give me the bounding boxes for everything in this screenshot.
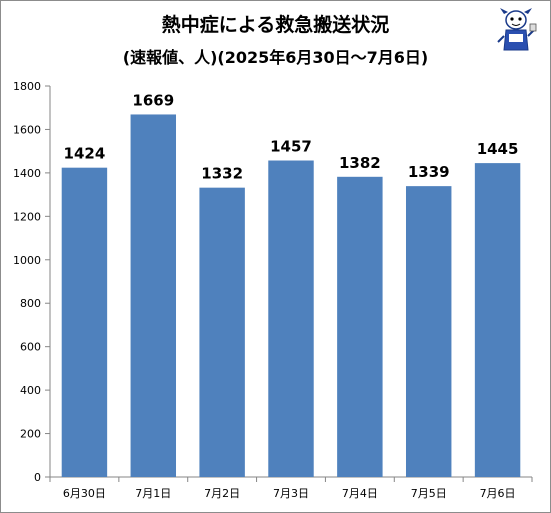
bar bbox=[268, 160, 314, 478]
y-tick-label: 1600 bbox=[13, 123, 41, 136]
x-tick-label: 7月4日 bbox=[342, 487, 378, 500]
data-label: 1339 bbox=[408, 163, 450, 181]
chart-subtitle: (速報値、人)(2025年6月30日〜7月6日) bbox=[122, 48, 429, 67]
y-tick-label: 1400 bbox=[13, 167, 41, 180]
y-tick-label: 1200 bbox=[13, 210, 41, 223]
bar bbox=[474, 163, 521, 477]
x-tick-label: 7月6日 bbox=[480, 487, 516, 500]
x-tick-label: 6月30日 bbox=[63, 487, 106, 500]
data-label: 1382 bbox=[339, 154, 381, 172]
y-tick-label: 200 bbox=[20, 428, 41, 441]
data-label: 1669 bbox=[132, 91, 174, 109]
x-tick-label: 7月5日 bbox=[411, 487, 447, 500]
bar bbox=[405, 186, 452, 477]
bar bbox=[130, 114, 177, 477]
y-tick-label: 1800 bbox=[13, 80, 41, 93]
data-label: 1445 bbox=[477, 140, 519, 158]
x-tick-label: 7月2日 bbox=[204, 487, 240, 500]
x-tick-label: 7月3日 bbox=[273, 487, 309, 500]
data-label: 1332 bbox=[201, 165, 243, 183]
data-label: 1424 bbox=[64, 145, 106, 163]
data-label: 1457 bbox=[270, 138, 312, 156]
bar bbox=[61, 167, 108, 478]
bar bbox=[199, 187, 245, 477]
axes: 0 200 400 600 800 1000 1200 1400 1600 1800 bbox=[13, 80, 533, 484]
y-tick-label: 800 bbox=[20, 297, 41, 310]
y-tick-label: 1000 bbox=[13, 254, 41, 267]
mascot-logo-icon bbox=[497, 8, 537, 51]
y-tick-label: 600 bbox=[20, 341, 41, 354]
labels: 1424 6月30日 1669 7月1日 1332 7月2日 1457 7月3日 1382 7月4… bbox=[63, 91, 519, 500]
bar bbox=[337, 176, 383, 477]
bars bbox=[61, 114, 521, 478]
x-tick-label: 7月1日 bbox=[135, 487, 171, 500]
y-tick-label: 400 bbox=[20, 384, 41, 397]
y-tick-label: 0 bbox=[34, 471, 41, 484]
chart-title: 熱中症による救急搬送状況 bbox=[161, 14, 390, 36]
